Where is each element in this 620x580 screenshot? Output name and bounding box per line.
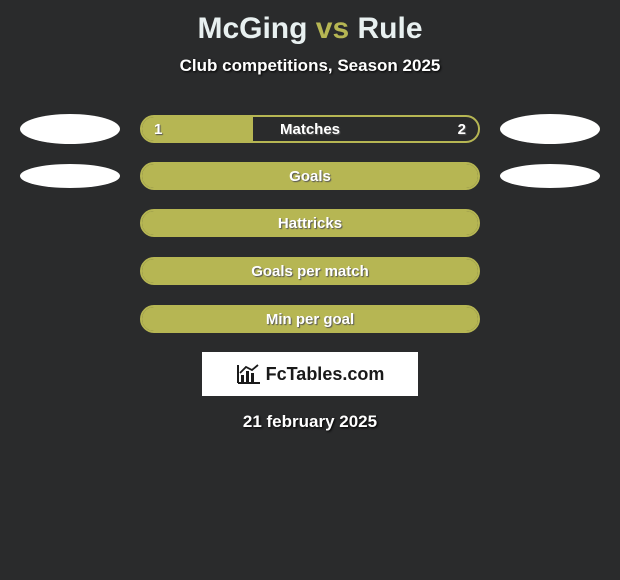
hattricks-label: Hattricks (142, 215, 478, 232)
chart-icon (236, 363, 262, 385)
player1-name: McGing (197, 12, 307, 45)
title: McGing vs Rule (0, 12, 620, 46)
gpm-label: Goals per match (142, 263, 478, 280)
player2-badge (500, 114, 600, 144)
stat-row-mpg: Min per goal (0, 304, 620, 334)
stat-row-hattricks: Hattricks (0, 208, 620, 238)
spacer (20, 304, 120, 334)
mpg-bar: Min per goal (140, 305, 480, 333)
logo: FcTables.com (236, 363, 385, 385)
logo-box[interactable]: FcTables.com (202, 352, 418, 396)
matches-bar: 1 Matches 2 (140, 115, 480, 143)
hattricks-bar: Hattricks (140, 209, 480, 237)
date-label: 21 february 2025 (0, 412, 620, 432)
stat-row-gpm: Goals per match (0, 256, 620, 286)
vs-label: vs (316, 12, 349, 45)
player1-badge-small (20, 164, 120, 188)
stat-row-matches: 1 Matches 2 (0, 114, 620, 144)
matches-right-value: 2 (458, 121, 466, 138)
mpg-label: Min per goal (142, 311, 478, 328)
stats-card: McGing vs Rule Club competitions, Season… (0, 0, 620, 432)
spacer (20, 256, 120, 286)
matches-label: Matches (142, 121, 478, 138)
player2-name: Rule (358, 12, 423, 45)
logo-text: FcTables.com (266, 364, 385, 385)
spacer (20, 208, 120, 238)
spacer (500, 208, 600, 238)
stat-row-goals: Goals (0, 162, 620, 190)
player1-badge (20, 114, 120, 144)
player2-badge-small (500, 164, 600, 188)
goals-label: Goals (142, 168, 478, 185)
spacer (500, 256, 600, 286)
goals-bar: Goals (140, 162, 480, 190)
subtitle: Club competitions, Season 2025 (0, 56, 620, 76)
gpm-bar: Goals per match (140, 257, 480, 285)
spacer (500, 304, 600, 334)
